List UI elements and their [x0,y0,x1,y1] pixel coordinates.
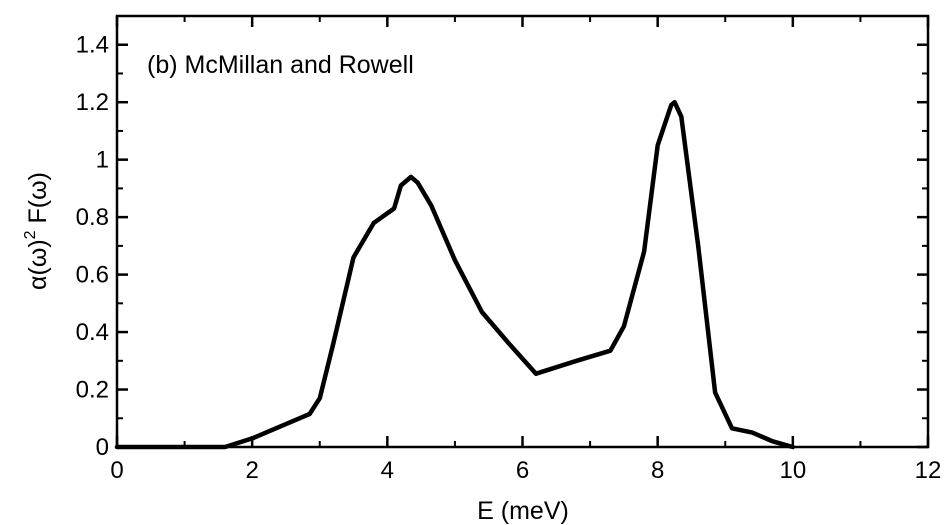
y-title-sup: 2 [22,230,39,239]
y-axis: 0 0.2 0.4 0.6 0.8 1 1.2 1.4 [76,15,928,461]
y-title-omega-2: (ω) [24,172,52,208]
x-tick-label: 0 [110,457,123,484]
annotation: (b) McMillan and Rowell [147,51,414,79]
y-axis-title: α(ω)2 F(ω) [22,172,52,290]
y-tick-label: 0.2 [76,377,109,404]
x-axis: 0 2 4 6 8 10 12 [110,16,941,484]
y-tick-label: 1 [96,147,109,174]
y-title-omega-1: (ω) [24,239,52,275]
plot-frame [115,14,930,449]
y-tick-label: 0 [96,434,109,461]
x-tick-label: 10 [779,457,806,484]
x-axis-title: E (meV) [477,497,569,525]
y-tick-label: 1.2 [76,89,109,116]
series-line [114,99,796,450]
y-tick-label: 0.4 [76,319,109,346]
y-tick-label: 0.6 [76,262,109,289]
x-tick-label: 8 [651,457,664,484]
y-title-alpha: α [24,276,52,290]
y-tick-label: 0.8 [76,204,109,231]
x-tick-label: 2 [245,457,258,484]
x-tick-label: 6 [516,457,529,484]
y-title-f: F [24,208,52,230]
x-tick-label: 12 [915,457,942,484]
y-tick-label: 1.4 [76,32,109,59]
x-tick-label: 4 [381,457,394,484]
